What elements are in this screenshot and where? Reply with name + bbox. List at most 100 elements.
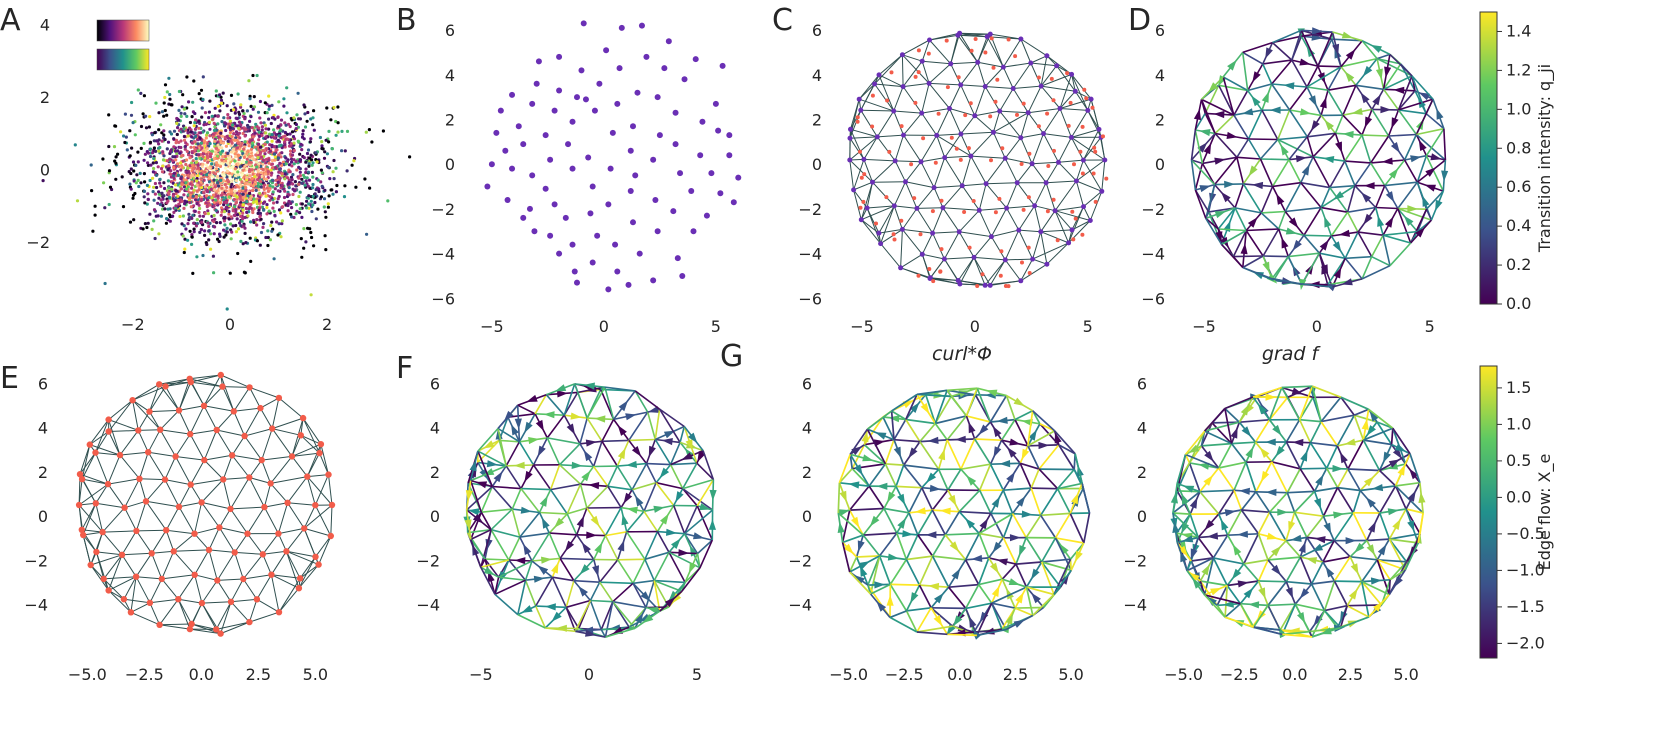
mesh-edge <box>1398 109 1427 115</box>
scatter-point <box>220 120 224 124</box>
mesh-edge <box>949 108 975 117</box>
scatter-point <box>134 163 138 167</box>
mesh-edge <box>1027 430 1056 447</box>
scatter-point <box>160 110 164 114</box>
mesh-edge <box>244 435 263 461</box>
mesh-edge <box>586 386 606 419</box>
mesh-edge <box>1058 444 1075 470</box>
data-point <box>681 76 688 83</box>
data-point <box>650 156 657 163</box>
scatter-point <box>215 161 219 165</box>
scatter-point <box>310 209 314 214</box>
scatter-point <box>271 190 275 194</box>
flow-arrow <box>949 541 960 552</box>
scatter-point <box>335 183 339 188</box>
mesh-edge <box>682 487 714 511</box>
mesh-edge <box>1018 205 1036 231</box>
scatter-point <box>232 102 236 106</box>
scatter-point <box>308 140 312 144</box>
scatter-point <box>165 217 169 221</box>
scatter-point <box>204 201 208 205</box>
mesh-edge <box>1234 207 1262 214</box>
data-point <box>661 65 668 72</box>
scatter-point <box>176 162 180 166</box>
mesh-edge <box>263 506 279 534</box>
scatter-point <box>163 95 167 100</box>
flow-arrow <box>965 518 976 529</box>
scatter-point <box>234 174 238 178</box>
scatter-point <box>200 146 204 150</box>
mesh-edge <box>263 483 272 508</box>
scatter-point <box>209 247 213 251</box>
scatter-point <box>309 230 313 235</box>
flow-arrow <box>1269 106 1281 114</box>
mesh-node <box>133 527 140 535</box>
centroid-point <box>998 273 1003 278</box>
centroid-point <box>859 175 864 180</box>
scatter-point <box>232 138 236 142</box>
mesh-edge <box>124 478 140 508</box>
mesh-edge <box>499 439 520 443</box>
mesh-edge <box>853 189 862 220</box>
mesh-edge <box>1213 156 1238 186</box>
mesh-node <box>874 134 880 140</box>
flow-arrow <box>625 460 637 468</box>
scatter-point <box>144 114 148 118</box>
mesh-edge <box>866 207 882 244</box>
scatter-point <box>196 163 200 167</box>
mesh-edge <box>974 115 994 133</box>
mesh-edge <box>259 407 273 429</box>
scatter-point <box>280 163 284 167</box>
mesh-edge <box>896 532 908 560</box>
centroid-point <box>967 245 972 250</box>
scatter-point <box>120 175 124 179</box>
scatter-point <box>163 186 167 191</box>
scatter-point <box>290 164 294 168</box>
mesh-edge <box>547 437 581 445</box>
flow-arrow <box>1324 119 1334 131</box>
mesh-edge <box>178 378 191 411</box>
mesh-edge <box>993 112 1029 133</box>
data-point <box>585 154 592 161</box>
mesh-edge <box>1320 206 1348 213</box>
scatter-point <box>290 215 294 219</box>
mesh-edge <box>216 429 233 456</box>
centroid-point <box>899 124 904 129</box>
mesh-edge <box>1327 257 1346 286</box>
data-point <box>547 156 554 163</box>
mesh-node <box>959 183 965 189</box>
scatter-point <box>184 141 188 145</box>
mesh-edge <box>949 108 962 135</box>
mesh-edge <box>874 54 903 85</box>
data-point <box>672 141 679 148</box>
mesh-edge <box>942 207 960 233</box>
scatter-point <box>194 118 198 122</box>
mesh-edge <box>1006 182 1018 209</box>
scatter-point <box>363 177 367 181</box>
mesh-edge <box>900 253 923 269</box>
scatter-point <box>198 214 202 218</box>
mesh-edge <box>1058 137 1072 163</box>
mesh-node <box>325 471 332 478</box>
scatter-point <box>300 181 304 185</box>
flow-arrow <box>1288 217 1299 229</box>
mesh-edge <box>1076 180 1102 192</box>
scatter-point <box>226 161 230 165</box>
centroid-point <box>930 209 935 214</box>
flow-arrow <box>1344 71 1355 82</box>
mesh-edge <box>178 501 202 508</box>
scatter-point <box>171 194 175 198</box>
mesh-node <box>284 499 291 506</box>
mesh-edge <box>950 63 962 86</box>
centroid-point <box>862 172 867 177</box>
mesh-edge <box>1204 84 1220 114</box>
mesh-edge <box>1040 537 1057 563</box>
mesh-edge <box>545 394 565 416</box>
mesh-edge <box>189 405 205 435</box>
data-point <box>670 208 677 215</box>
flow-arrow <box>631 446 642 457</box>
mesh-edge <box>861 205 895 221</box>
legend-swatch-viridis <box>96 48 150 71</box>
flow-arrow <box>1418 92 1430 101</box>
mesh-edge <box>108 399 133 420</box>
